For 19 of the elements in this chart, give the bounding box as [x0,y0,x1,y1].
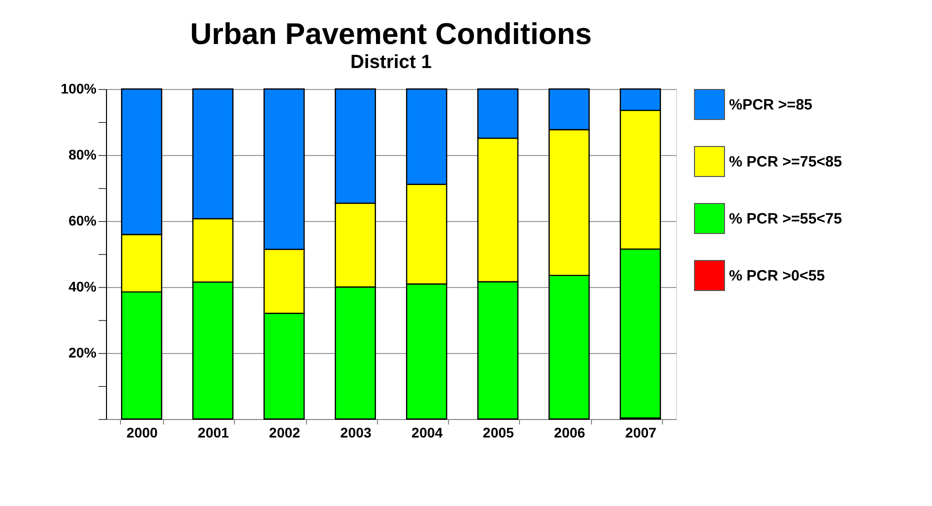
y-tick-label: 20% [68,344,98,360]
x-tick-label: 2006 [554,424,586,440]
y-tick-label: 80% [68,146,98,162]
chart-subtitle: District 1 [350,52,432,73]
x-tick-label: 2001 [198,424,230,440]
chart-title: Urban Pavement Conditions [190,18,592,51]
x-tick-label: 2000 [126,424,158,440]
legend-label: % PCR >0<55 [729,268,825,284]
x-tick-label: 2004 [412,424,443,440]
y-tick-label: 40% [68,278,98,294]
y-tick-label: 100% [60,80,98,96]
legend-label: %PCR >=85 [729,96,812,114]
legend-label: % PCR >=75<85 [729,154,842,170]
x-tick-label: 2002 [269,424,300,440]
y-tick-label: 60% [68,212,98,228]
x-tick-label: 2003 [340,424,372,440]
legend-label: % PCR >=55<75 [729,210,842,228]
x-tick-label: 2007 [625,424,657,440]
x-tick-label: 2005 [482,424,514,440]
